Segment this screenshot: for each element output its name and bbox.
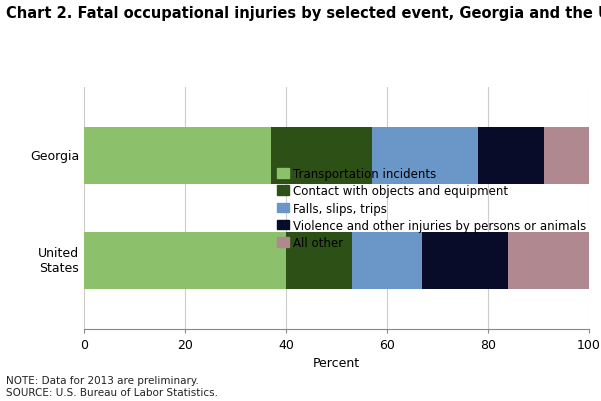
Bar: [271, 128, 372, 185]
Bar: [478, 128, 543, 185]
Text: NOTE: Data for 2013 are preliminary.
SOURCE: U.S. Bureau of Labor Statistics.: NOTE: Data for 2013 are preliminary. SOU…: [6, 375, 218, 397]
Bar: [543, 128, 589, 185]
Bar: [84, 128, 271, 185]
Bar: [352, 232, 423, 290]
Bar: [286, 232, 352, 290]
X-axis label: Percent: Percent: [313, 356, 360, 369]
Bar: [372, 128, 478, 185]
Text: Chart 2. Fatal occupational injuries by selected event, Georgia and the United S: Chart 2. Fatal occupational injuries by …: [6, 6, 601, 21]
Bar: [423, 232, 508, 290]
Bar: [84, 232, 286, 290]
Bar: [508, 232, 589, 290]
Legend: Transportation incidents, Contact with objects and equipment, Falls, slips, trip: Transportation incidents, Contact with o…: [277, 168, 587, 249]
